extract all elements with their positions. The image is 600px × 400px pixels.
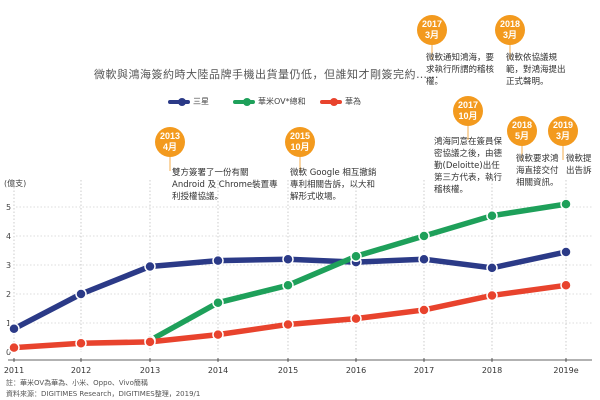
data-point bbox=[144, 260, 156, 273]
data-point bbox=[8, 341, 20, 354]
data-point bbox=[418, 304, 430, 316]
annotation-2018-5: 微軟要求鴻海直接交付相關資訊。 bbox=[516, 154, 559, 188]
data-point bbox=[418, 253, 430, 265]
x-tick-label: 2017 bbox=[414, 366, 434, 375]
y-axis-label: (億支) bbox=[4, 178, 26, 188]
legend-swatch bbox=[320, 97, 342, 106]
data-point bbox=[560, 279, 572, 292]
x-tick-label: 2015 bbox=[278, 366, 298, 375]
x-tick-label: 2019e bbox=[553, 366, 578, 375]
date-bubble-2015-10: 2015 10月 bbox=[285, 127, 315, 157]
date-bubble-2019-3: 2019 3月 bbox=[548, 116, 578, 146]
data-point bbox=[75, 288, 87, 300]
date-bubble-2018-3: 2018 3月 bbox=[495, 15, 525, 45]
data-point bbox=[75, 337, 87, 350]
data-point bbox=[418, 230, 430, 242]
y-tick-label: 0 bbox=[6, 348, 11, 357]
annotation-2017-3: 微軟通知鴻海，要求執行所謂的稽核權。 bbox=[426, 53, 495, 87]
date-bubble-2017-10: 2017 10月 bbox=[453, 96, 483, 126]
x-tick-label: 2013 bbox=[140, 366, 160, 375]
legend-item-huawei: 華為 bbox=[320, 96, 361, 107]
data-point bbox=[486, 209, 498, 222]
data-point bbox=[560, 198, 572, 210]
legend-swatch bbox=[168, 97, 190, 106]
annotation-2013-4: 雙方簽署了一份有關Android 及 Chrome裝置專利授權協議。 bbox=[172, 168, 278, 202]
data-point bbox=[212, 328, 224, 341]
data-point bbox=[560, 246, 572, 258]
data-point bbox=[350, 250, 362, 263]
data-point bbox=[8, 323, 20, 335]
annotation-2018-3: 微軟依協議規範，對鴻海提出正式聲明。 bbox=[506, 53, 566, 87]
x-tick-label: 2011 bbox=[4, 366, 24, 375]
data-point bbox=[212, 296, 224, 309]
footnote-note: 註：華米OV為華為、小米、Oppo、Vivo簡稱 bbox=[6, 379, 148, 387]
data-point bbox=[282, 279, 294, 292]
y-tick-label: 3 bbox=[6, 261, 11, 270]
legend-label: 三星 bbox=[193, 97, 209, 106]
date-bubble-2013-4: 2013 4月 bbox=[155, 127, 185, 157]
series-line-2 bbox=[11, 282, 569, 351]
data-point bbox=[144, 336, 156, 348]
data-point bbox=[282, 318, 294, 331]
legend-label: 華為 bbox=[345, 97, 361, 106]
data-point bbox=[486, 289, 498, 302]
footnote-source: 資料來源：DIGITIMES Research，DIGITIMES整理，2019… bbox=[6, 390, 201, 398]
legend-swatch bbox=[233, 97, 255, 106]
data-point bbox=[282, 253, 294, 265]
chart-title: 微軟與鴻海簽約時大陸品牌手機出貨量仍低，但誰知才剛簽完約…… bbox=[94, 68, 439, 81]
date-bubble-2017-3: 2017 3月 bbox=[417, 15, 447, 45]
annotation-2015-10: 微軟 Google 相互撤銷專利相關告訴，以大和解形式收場。 bbox=[290, 168, 377, 202]
x-tick-label: 2012 bbox=[71, 366, 91, 375]
y-tick-label: 4 bbox=[6, 232, 11, 241]
x-tick-label: 2016 bbox=[346, 366, 366, 375]
legend-item-hmov: 華米OV*總和 bbox=[233, 96, 306, 107]
y-tick-label: 5 bbox=[6, 203, 11, 212]
annotation-2019-3: 微軟提出告訴 bbox=[566, 154, 592, 176]
y-tick-label: 2 bbox=[6, 290, 11, 299]
data-point bbox=[486, 262, 498, 274]
date-bubble-2018-5: 2018 5月 bbox=[507, 116, 537, 146]
x-tick-label: 2014 bbox=[208, 366, 228, 375]
data-point bbox=[350, 312, 362, 325]
x-tick-label: 2018 bbox=[482, 366, 502, 375]
legend-item-samsung: 三星 bbox=[168, 96, 209, 107]
data-point bbox=[212, 254, 224, 267]
legend-label: 華米OV*總和 bbox=[258, 97, 306, 106]
y-tick-label: 1 bbox=[6, 319, 11, 328]
annotation-2017-10: 鴻海同意在簽員保密協議之後，由德勤(Deloitte)出任第三方代表，執行稽核權… bbox=[434, 137, 503, 195]
